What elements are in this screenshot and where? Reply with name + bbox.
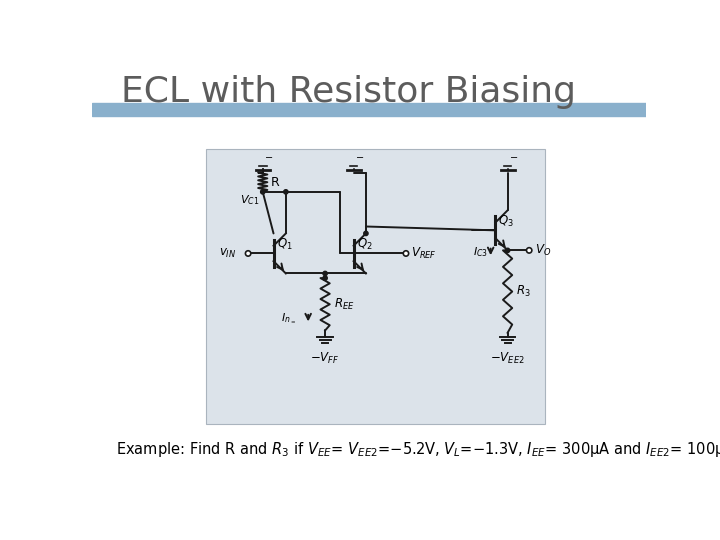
Circle shape xyxy=(505,248,510,253)
Circle shape xyxy=(364,231,368,235)
Text: $Q_1$: $Q_1$ xyxy=(276,237,292,252)
Text: R: R xyxy=(271,176,280,188)
Text: $v_{IN}$: $v_{IN}$ xyxy=(219,247,237,260)
Text: $V_O$: $V_O$ xyxy=(534,243,551,258)
Text: $V_{C1}$: $V_{C1}$ xyxy=(240,193,260,207)
Text: $-V_{FF}$: $-V_{FF}$ xyxy=(310,350,340,366)
Text: −: − xyxy=(510,153,518,164)
Text: $-V_{EE2}$: $-V_{EE2}$ xyxy=(490,350,525,366)
Circle shape xyxy=(284,190,288,194)
Text: $V_{REF}$: $V_{REF}$ xyxy=(411,246,437,261)
FancyBboxPatch shape xyxy=(206,148,544,424)
Text: −: − xyxy=(265,153,273,164)
Bar xyxy=(92,103,647,117)
Text: −: − xyxy=(356,153,364,164)
Text: $I_{n_{=}}$: $I_{n_{=}}$ xyxy=(281,312,296,325)
Circle shape xyxy=(261,190,265,194)
Text: $I_{C3}$: $I_{C3}$ xyxy=(472,245,487,259)
Text: $R_3$: $R_3$ xyxy=(516,284,531,299)
Text: $Q_3$: $Q_3$ xyxy=(498,214,514,229)
Circle shape xyxy=(323,271,328,275)
Circle shape xyxy=(323,276,328,280)
Circle shape xyxy=(403,251,409,256)
Text: ECL with Resistor Biasing: ECL with Resistor Biasing xyxy=(121,75,576,109)
Text: $Q_2$: $Q_2$ xyxy=(356,237,372,252)
Text: $R_{EE}$: $R_{EE}$ xyxy=(333,296,354,312)
Circle shape xyxy=(246,251,251,256)
Text: Example: Find R and $R_3$ if $V_{EE}$= $V_{EE2}$=−5.2V, $V_L$=−1.3V, $I_{EE}$= 3: Example: Find R and $R_3$ if $V_{EE}$= $… xyxy=(117,440,720,460)
Circle shape xyxy=(526,248,532,253)
